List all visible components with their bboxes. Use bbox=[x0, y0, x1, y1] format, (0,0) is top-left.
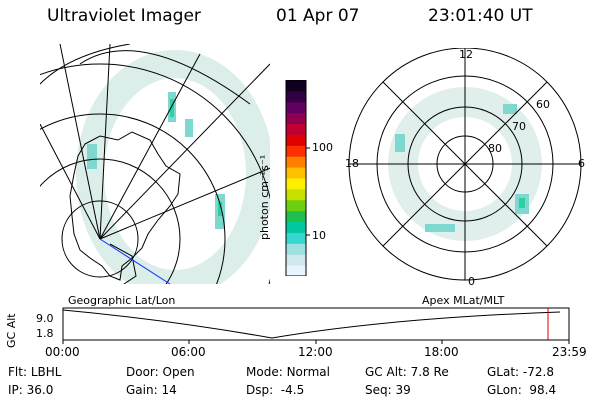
colorbar-band bbox=[286, 199, 306, 212]
colorbar-band bbox=[286, 265, 306, 276]
altitude-plot bbox=[62, 307, 570, 344]
colorbar-band bbox=[286, 101, 306, 114]
altitude-xtick-1200: 12:00 bbox=[298, 345, 333, 359]
colorbar-band bbox=[286, 123, 306, 135]
info-ip: IP: 36.0 bbox=[8, 383, 54, 397]
info-flt: Flt: LBHL bbox=[8, 365, 62, 379]
info-glat: GLat: -72.8 bbox=[487, 365, 554, 379]
lat-label-70: 70 bbox=[512, 120, 526, 133]
geographic-map bbox=[40, 44, 270, 284]
observation-date: 01 Apr 07 bbox=[276, 6, 360, 26]
magnetic-polar-map bbox=[348, 48, 582, 281]
instrument-title: Ultraviolet Imager bbox=[47, 6, 201, 26]
info-seq: Seq: 39 bbox=[365, 383, 411, 397]
info-dsp: Dsp: -4.5 bbox=[246, 383, 305, 397]
colorbar-band bbox=[286, 90, 306, 103]
altitude-ytick-9: 9.0 bbox=[36, 312, 54, 325]
altitude-xtick-1800: 18:00 bbox=[424, 345, 459, 359]
info-gc-alt: GC Alt: 7.8 Re bbox=[365, 365, 449, 379]
altitude-ytick-1-8: 1.8 bbox=[36, 327, 54, 340]
colorbar-unit-label: photon cm⁻²s⁻¹ bbox=[258, 154, 271, 240]
lat-label-80: 80 bbox=[488, 142, 502, 155]
colorbar-band bbox=[286, 145, 306, 157]
colorbar-band bbox=[286, 167, 306, 179]
altitude-xtick-0000: 00:00 bbox=[45, 345, 80, 359]
altitude-xtick-2359: 23:59 bbox=[552, 345, 587, 359]
altitude-ylabel: GC Alt bbox=[5, 313, 18, 348]
colorbar-band bbox=[286, 254, 306, 266]
info-gain: Gain: 14 bbox=[126, 383, 177, 397]
colorbar-band bbox=[286, 112, 306, 125]
colorbar-tick-10: 10 bbox=[312, 229, 326, 242]
colorbar bbox=[285, 80, 310, 276]
info-mode: Mode: Normal bbox=[246, 365, 330, 379]
altitude-xtick-0600: 06:00 bbox=[171, 345, 206, 359]
colorbar-band bbox=[286, 178, 306, 190]
info-door: Door: Open bbox=[126, 365, 195, 379]
mlt-label-0: 0 bbox=[468, 275, 475, 288]
colorbar-band bbox=[286, 243, 306, 255]
colorbar-band bbox=[286, 134, 306, 146]
colorbar-band bbox=[286, 232, 306, 244]
mlt-label-18: 18 bbox=[345, 157, 359, 170]
mlt-label-6: 6 bbox=[578, 157, 585, 170]
lat-label-60: 60 bbox=[536, 98, 550, 111]
geographic-map-label: Geographic Lat/Lon bbox=[68, 294, 176, 307]
colorbar-band bbox=[286, 188, 306, 201]
magnetic-map-label: Apex MLat/MLT bbox=[422, 294, 505, 307]
colorbar-band bbox=[286, 210, 306, 223]
mlt-label-12: 12 bbox=[459, 48, 473, 61]
colorbar-tick-100: 100 bbox=[312, 141, 333, 154]
colorbar-band bbox=[286, 156, 306, 168]
colorbar-band bbox=[286, 221, 306, 233]
colorbar-band bbox=[286, 80, 306, 92]
info-glon: GLon: 98.4 bbox=[487, 383, 557, 397]
observation-time: 23:01:40 UT bbox=[428, 6, 533, 26]
